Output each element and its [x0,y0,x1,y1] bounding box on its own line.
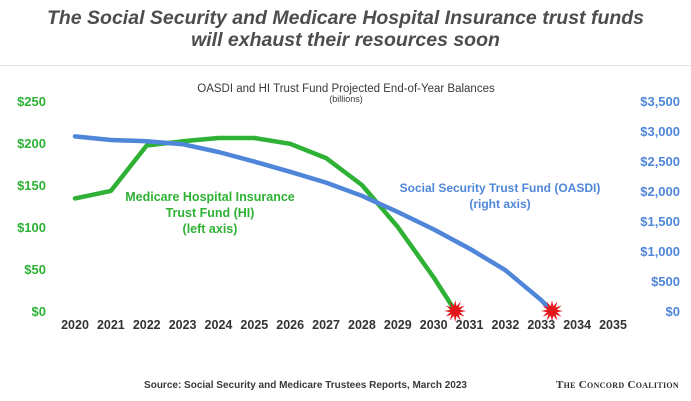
x-axis-tick-label: 2021 [97,318,125,332]
right-axis-tick-label: $2,000 [640,184,680,199]
source-note: Source: Social Security and Medicare Tru… [0,380,691,391]
x-axis-tick-label: 2031 [456,318,484,332]
exhaustion-markers-layer [444,300,563,322]
left-axis-tick-label: $250 [17,94,46,109]
hi-series-line [72,135,458,314]
x-axis-tick-label: 2035 [599,318,627,332]
right-axis-tick-label: $1,000 [640,244,680,259]
x-axis-tick-label: 2025 [240,318,268,332]
series-layer [72,134,555,314]
series-labels-layer: Medicare Hospital Insurance Trust Fund (H… [125,181,600,236]
oasdi-exhaustion-burst [541,300,563,322]
source-text: Source: Social Security and Medicare Tru… [144,380,467,391]
right-axis-tick-label: $0 [666,304,680,319]
x-axis-tick-label: 2022 [133,318,161,332]
x-axis-tick-label: 2027 [312,318,340,332]
x-axis-tick-label: 2030 [420,318,448,332]
hi-series-label: Trust Fund (HI) [166,206,255,220]
left-axis-tick-label: $50 [24,262,46,277]
x-axis-tick-label: 2029 [384,318,412,332]
right-axis-tick-label: $2,500 [640,154,680,169]
oasdi-series-label: Social Security Trust Fund (OASDI) [400,181,601,195]
hi-series-label: (left axis) [183,222,238,236]
right-axis-tick-label: $3,000 [640,124,680,139]
right-axis-tick-label: $3,500 [640,94,680,109]
x-axis-tick-label: 2034 [563,318,591,332]
x-axis-tick-label: 2032 [491,318,519,332]
left-axis-tick-label: $100 [17,220,46,235]
x-axis-tick-label: 2028 [348,318,376,332]
x-axis-tick-label: 2024 [205,318,233,332]
chart-title: OASDI and HI Trust Fund Projected End-of… [197,83,495,95]
oasdi-series-line [72,134,555,314]
headline-line-1: The Social Security and Medicare Hospita… [46,7,645,29]
hi-exhaustion-burst [444,300,467,322]
headline-line-2: will exhaust their resources soon [191,29,500,51]
header-divider [0,65,691,66]
x-axis-tick-label: 2023 [169,318,197,332]
left-axis-tick-label: $0 [32,304,46,319]
oasdi-series-label: (right axis) [469,197,530,211]
right-axis-tick-label: $500 [651,274,680,289]
axes-layer: $0 $50 $100 $150 $200 $250 $0 $500 $1,000 $1,500 $… [17,94,680,332]
hi-series-label: Medicare Hospital Insurance [125,190,295,204]
right-axis-tick-label: $1,500 [640,214,680,229]
chart-subtitle: (billions) [329,94,363,104]
left-axis-tick-label: $150 [17,178,46,193]
x-axis-tick-label: 2033 [527,318,555,332]
x-axis-tick-label: 2020 [61,318,89,332]
org-logo: The Concord Coalition [555,379,679,391]
left-axis-tick-label: $200 [17,136,46,151]
x-axis-tick-label: 2026 [276,318,304,332]
